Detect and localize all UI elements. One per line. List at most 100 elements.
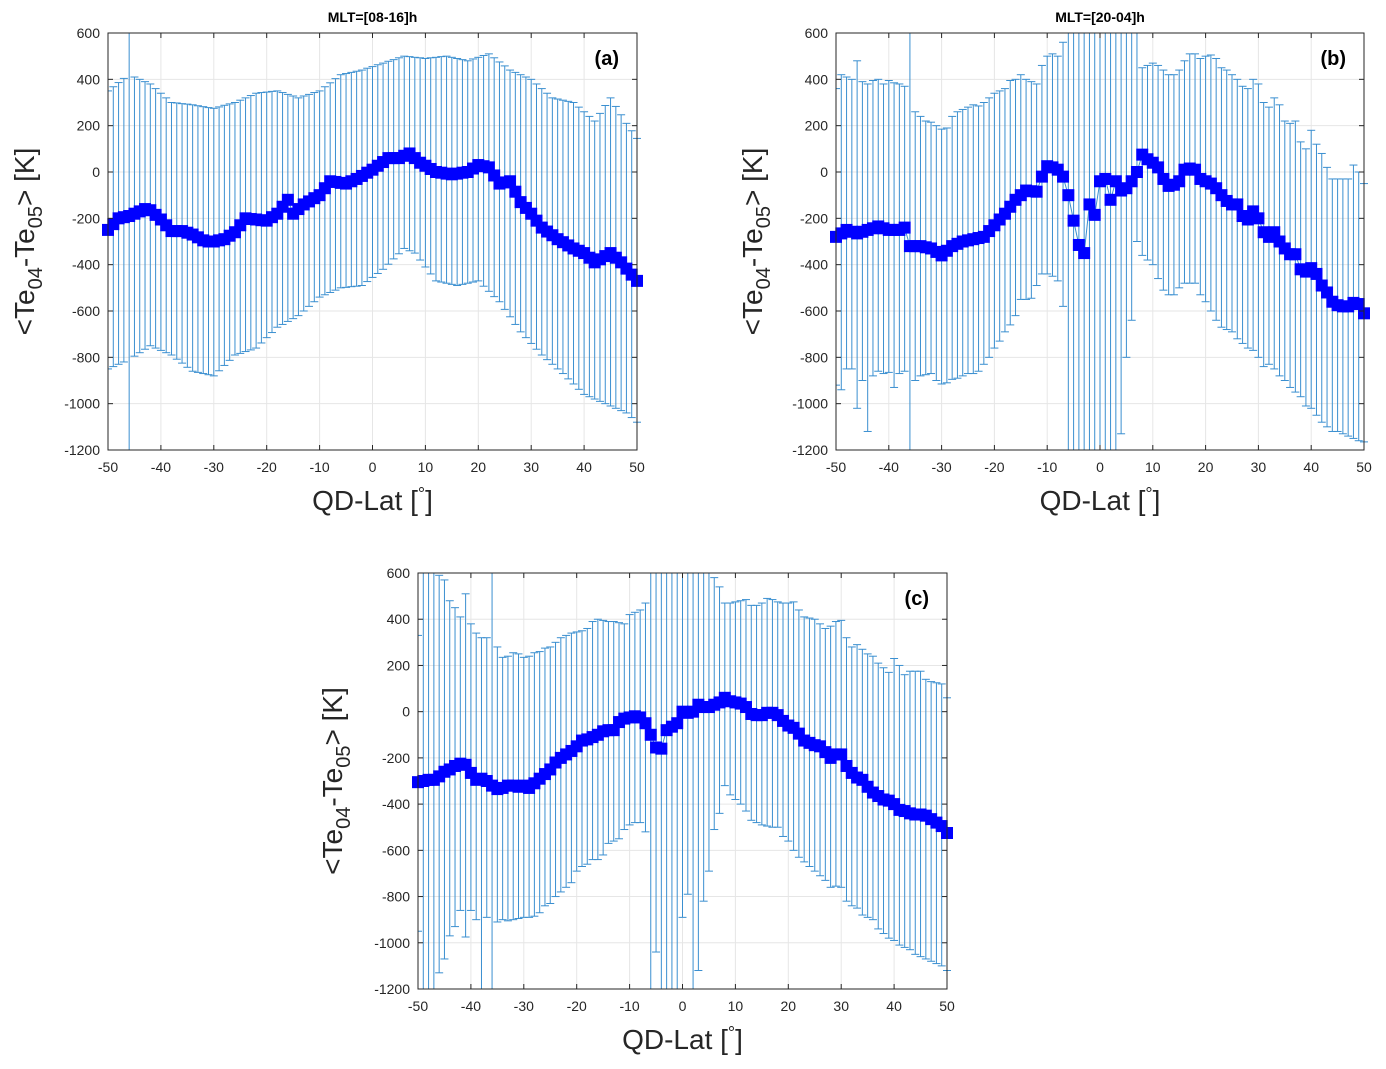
y-tick-label: 200 <box>805 118 829 134</box>
x-tick-label: -40 <box>879 459 899 475</box>
x-tick-label: 10 <box>418 459 434 475</box>
y-tick-label: 200 <box>387 657 411 673</box>
error-bar <box>1032 83 1041 287</box>
y-tick-label: -400 <box>382 796 410 812</box>
error-bar <box>863 83 872 432</box>
markers <box>412 691 953 839</box>
data-point <box>671 717 684 730</box>
x-tick-label: -50 <box>408 998 428 1014</box>
x-axis-label-text: QD-Lat [ <box>622 1024 728 1055</box>
x-tick-label: -50 <box>826 459 846 475</box>
y-tick-label: 0 <box>92 164 100 180</box>
data-point <box>1231 198 1244 211</box>
x-tick-label: 0 <box>679 998 687 1014</box>
x-tick-label: -30 <box>204 459 224 475</box>
data-point <box>1067 214 1080 227</box>
data-point <box>639 717 652 730</box>
x-tick-label: 50 <box>1356 459 1372 475</box>
y-axis-label-suffix: > [K] <box>737 148 768 206</box>
x-axis-label-close: ] <box>1153 485 1161 516</box>
x-axis-label-close: ] <box>735 1024 743 1055</box>
data-point <box>644 728 657 741</box>
y-tick-label: -1000 <box>374 935 410 951</box>
data-point <box>1189 163 1202 176</box>
y-tick-label: -600 <box>800 303 828 319</box>
y-tick-label: -200 <box>72 210 100 226</box>
x-tick-label: 30 <box>523 459 539 475</box>
x-tick-label: 40 <box>576 459 592 475</box>
data-point <box>281 193 294 206</box>
x-tick-label: 0 <box>1096 459 1104 475</box>
data-point <box>509 185 522 198</box>
data-point <box>1125 175 1138 188</box>
x-tick-label: -40 <box>151 459 171 475</box>
y-axis-label: <Te04-Te05> [K] <box>737 148 775 336</box>
markers <box>830 148 1370 320</box>
error-bar <box>652 573 661 953</box>
panel-label: (c) <box>905 588 929 610</box>
data-point <box>835 748 848 761</box>
x-tick-label: 20 <box>1198 459 1214 475</box>
y-tick-label: -400 <box>800 257 828 273</box>
x-tick-label: -30 <box>514 998 534 1014</box>
x-tick-label: 50 <box>629 459 645 475</box>
x-tick-label: -50 <box>98 459 118 475</box>
y-tick-label: -600 <box>382 842 410 858</box>
data-point <box>1173 175 1186 188</box>
x-tick-label: -10 <box>1037 459 1057 475</box>
markers <box>102 147 643 287</box>
x-tick-label: 20 <box>471 459 487 475</box>
panel-b: -50 -40 -30 -20 -10 0 10 20 30 40 50 600 400 200 0 -200… <box>737 9 1372 516</box>
y-tick-label: -800 <box>800 349 828 365</box>
x-tick-label: 50 <box>939 998 955 1014</box>
y-axis-label-mid: -Te <box>9 228 40 267</box>
y-tick-label: -800 <box>382 889 410 905</box>
x-axis-label-text: QD-Lat [ <box>312 485 418 516</box>
y-tick-label: 0 <box>402 704 410 720</box>
x-axis-label-close: ] <box>425 485 433 516</box>
degree-symbol: ° <box>728 1023 735 1043</box>
error-bar <box>1132 33 1141 242</box>
panel-c: -50 -40 -30 -20 -10 0 10 20 30 40 50 600 400 200 0 -200… <box>317 565 955 1055</box>
y-axis-label-suffix: > [K] <box>9 148 40 206</box>
data-point <box>1268 226 1281 239</box>
y-axis-label: <Te04-Te05> [K] <box>317 687 355 875</box>
x-tick-label: -10 <box>309 459 329 475</box>
y-axis-label-mid: -Te <box>737 228 768 267</box>
data-point <box>1152 161 1165 174</box>
error-bar <box>1117 33 1126 435</box>
y-axis-label-suffix: > [K] <box>317 687 348 745</box>
x-tick-label: -20 <box>984 459 1004 475</box>
y-tick-label: -600 <box>72 303 100 319</box>
y-axis-label-prefix: <Te <box>317 829 348 875</box>
y-tick-label: -1200 <box>64 442 100 458</box>
y-axis-label-sub1: 04 <box>753 267 775 289</box>
x-tick-label: 10 <box>728 998 744 1014</box>
x-tick-label: -20 <box>567 998 587 1014</box>
y-tick-label: -200 <box>800 210 828 226</box>
x-axis-label: QD-Lat [°] <box>312 484 433 516</box>
x-tick-label: 20 <box>781 998 797 1014</box>
error-bar <box>699 573 708 902</box>
x-tick-label: 40 <box>1303 459 1319 475</box>
error-bar <box>683 573 692 895</box>
y-axis-label-mid: -Te <box>317 768 348 807</box>
data-point <box>1035 170 1048 183</box>
chart-title: MLT=[20-04]h <box>1055 9 1145 25</box>
data-point <box>1321 286 1334 299</box>
data-point <box>1057 170 1070 183</box>
error-bar <box>678 573 687 918</box>
y-tick-label: -800 <box>72 349 100 365</box>
data-point <box>1289 248 1302 261</box>
error-bar <box>704 573 713 872</box>
data-point <box>504 175 517 188</box>
x-tick-label: 10 <box>1145 459 1161 475</box>
panel-label: (a) <box>595 48 619 70</box>
y-tick-label: 400 <box>387 611 411 627</box>
y-tick-label: -400 <box>72 257 100 273</box>
data-point <box>1062 189 1075 202</box>
y-axis-label: <Te04-Te05> [K] <box>9 148 47 336</box>
x-tick-label: -40 <box>461 998 481 1014</box>
y-tick-label: 400 <box>77 71 101 87</box>
